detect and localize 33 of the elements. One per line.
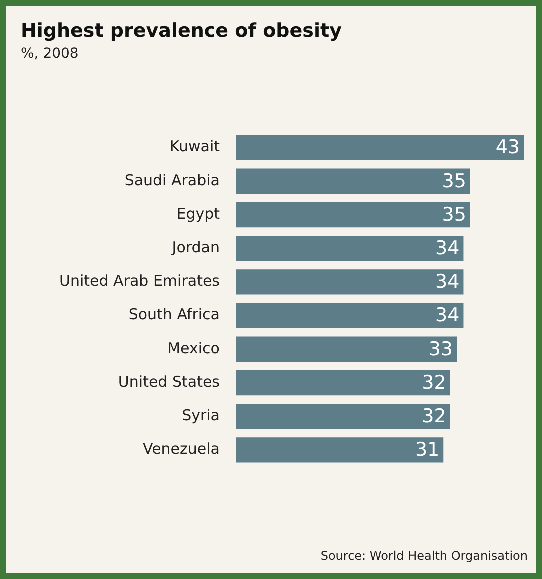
bar (236, 303, 464, 328)
y-tick-label: United Arab Emirates (59, 272, 220, 290)
bar (236, 336, 458, 362)
y-tick-label: Venezuela (142, 440, 220, 458)
y-tick-label: Jordan (171, 238, 220, 256)
data-label: 31 (415, 439, 440, 462)
data-label: 34 (436, 271, 460, 294)
y-tick-label: United States (118, 372, 220, 391)
bar (236, 168, 470, 194)
bar (236, 404, 450, 430)
data-label: 35 (442, 170, 466, 192)
data-label: 34 (436, 238, 460, 260)
bar (236, 370, 450, 396)
chart-title: Highest prevalence of obesity (21, 20, 342, 42)
bar (236, 236, 464, 262)
data-label: 32 (422, 372, 446, 394)
text: %, 2008 (21, 46, 79, 62)
data-label: 32 (422, 406, 446, 428)
y-tick-label: South Africa (128, 306, 220, 324)
data-label: 35 (442, 204, 466, 226)
data-label: 33 (428, 338, 454, 360)
bar (236, 135, 524, 160)
source-note: Source: World Health Organisation (320, 549, 528, 563)
data-label: 43 (496, 136, 520, 159)
y-tick-label: Kuwait (170, 138, 220, 156)
y-tick-label: Syria (182, 406, 220, 424)
bar (236, 438, 444, 463)
y-tick-label: Mexico (168, 339, 220, 358)
y-tick-label: Saudi Arabia (124, 171, 220, 190)
bar (236, 270, 464, 295)
data-label: 34 (436, 304, 460, 327)
y-tick-label: Egypt (176, 204, 220, 223)
bar (236, 202, 470, 228)
